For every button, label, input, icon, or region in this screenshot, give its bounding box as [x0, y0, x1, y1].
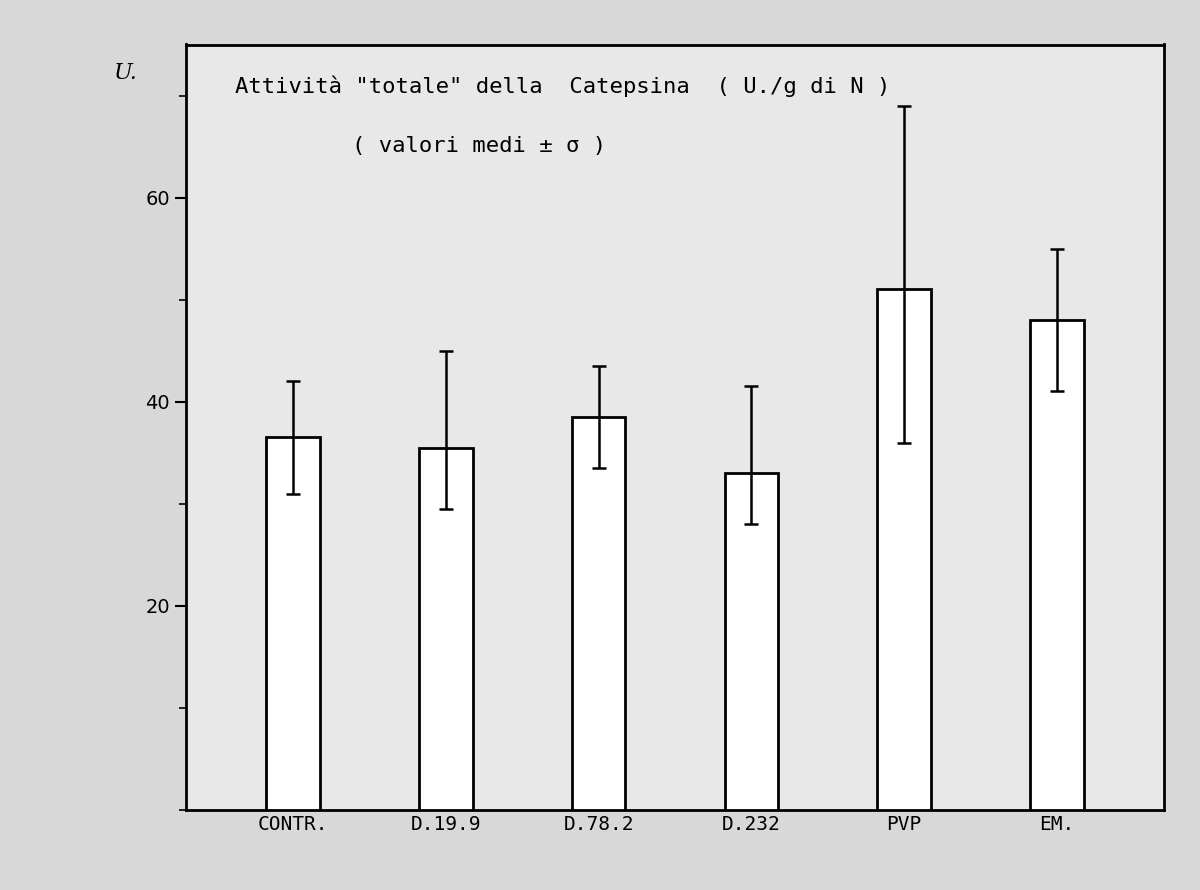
Bar	[1031, 320, 1084, 810]
Bar	[877, 289, 931, 810]
Bar	[419, 448, 473, 810]
Text: ( valori medi ± σ ): ( valori medi ± σ )	[353, 136, 606, 157]
Text: U.: U.	[114, 62, 138, 85]
Text: Attività "totale" della  Catepsina  ( U./g di N ): Attività "totale" della Catepsina ( U./g…	[235, 75, 890, 97]
Bar	[725, 473, 778, 810]
Bar	[266, 437, 319, 810]
Bar	[572, 417, 625, 810]
